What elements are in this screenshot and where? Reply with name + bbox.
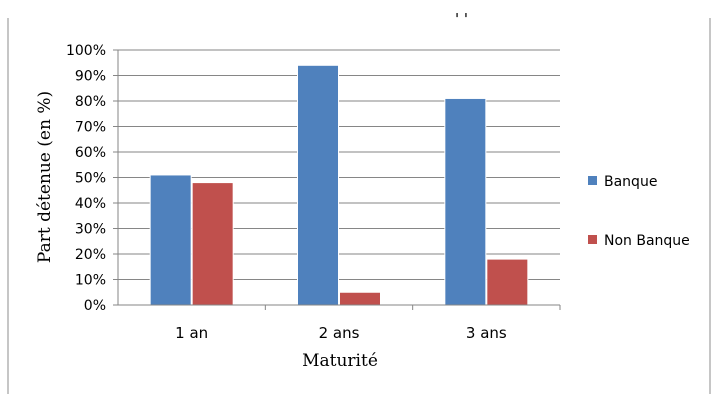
y-axis-title: Part détenue (en %) — [35, 91, 55, 263]
legend-label-non-banque: Non Banque — [604, 233, 690, 249]
legend-swatch-non-banque — [588, 235, 597, 244]
y-tick-label: 80% — [75, 94, 106, 110]
y-tick-label: 60% — [75, 145, 106, 161]
y-tick-label: 90% — [75, 69, 106, 85]
x-tick-label: 1 an — [175, 324, 208, 342]
bar-non-banque-0 — [191, 182, 234, 306]
y-tick-labels: 0% 10% 20% 30% 40% 50% 60% 70% 80% 90% 100% — [66, 43, 106, 314]
y-tick-label: 100% — [66, 43, 106, 59]
x-tick-labels: 1 an 2 ans 3 ans — [175, 305, 561, 342]
bar-banque-1 — [297, 64, 339, 306]
legend: Banque Non Banque — [588, 174, 690, 249]
y-tick-label: 0% — [84, 298, 106, 314]
bar-non-banque-1 — [339, 291, 381, 306]
y-tick-label: 10% — [75, 273, 106, 289]
x-tick-label: 2 ans — [319, 324, 360, 342]
bar-non-banque-2 — [486, 258, 529, 306]
legend-label-banque: Banque — [604, 174, 657, 190]
bars — [149, 64, 529, 306]
bar-banque-0 — [149, 174, 192, 306]
bar-banque-2 — [444, 97, 487, 306]
y-tick-label: 30% — [75, 222, 106, 238]
y-tick-label: 20% — [75, 247, 106, 263]
y-tick-label: 70% — [75, 120, 106, 136]
top-title-fragment: ' ' — [455, 10, 468, 28]
y-tick-label: 50% — [75, 171, 106, 187]
x-tick-label: 3 ans — [466, 324, 507, 342]
x-axis-title: Maturité — [302, 351, 378, 371]
legend-swatch-banque — [588, 176, 597, 185]
y-tick-label: 40% — [75, 196, 106, 212]
